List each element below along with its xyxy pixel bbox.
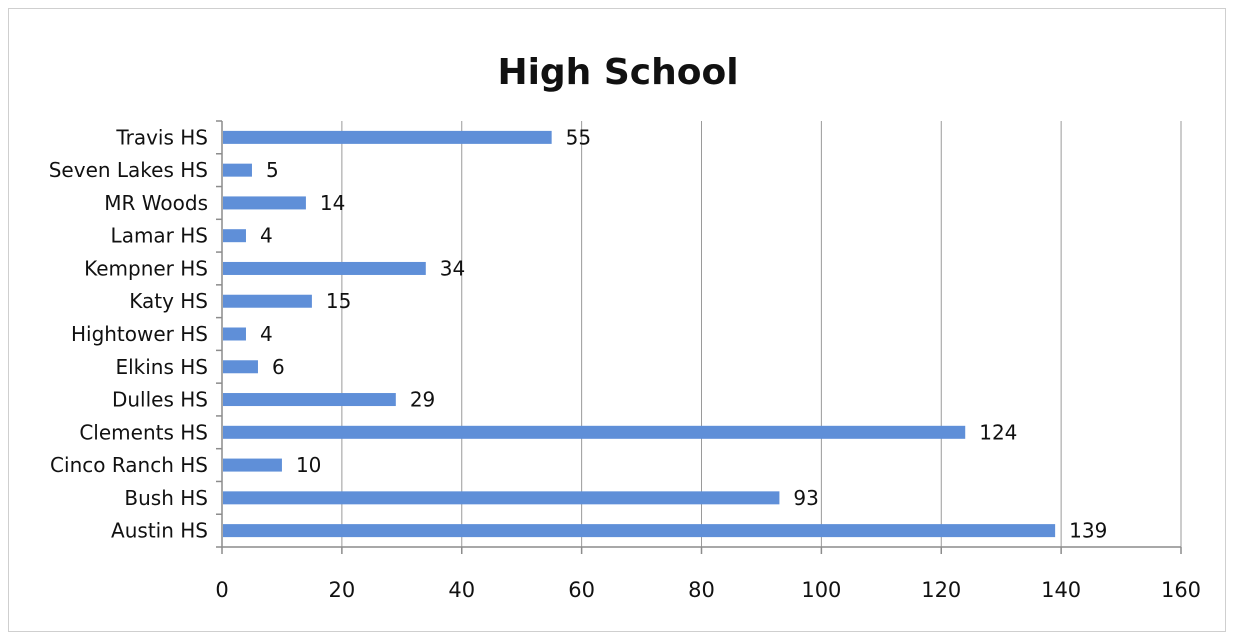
data-label: 55 bbox=[566, 125, 591, 149]
chart-title: High School bbox=[497, 52, 738, 93]
x-tick-label: 0 bbox=[215, 578, 228, 602]
data-label: 4 bbox=[260, 322, 273, 346]
chart-svg: High School 0 20 40 60 80 100 120 140 160 Travis … bbox=[49, 52, 1201, 602]
category-label: Seven Lakes HS bbox=[49, 158, 208, 182]
grid-layer bbox=[341, 121, 1182, 547]
bar-cinco-ranch-hs bbox=[223, 458, 282, 472]
data-label: 5 bbox=[266, 158, 279, 182]
x-tick-label: 160 bbox=[1161, 578, 1201, 602]
bar-seven-lakes-hs bbox=[223, 163, 252, 177]
x-tick-label: 60 bbox=[568, 578, 595, 602]
data-label: 15 bbox=[326, 289, 351, 313]
label-layer: 0 20 40 60 80 100 120 140 160 Travis HS 55 Seven La… bbox=[49, 125, 1201, 602]
data-label: 93 bbox=[793, 486, 818, 510]
bar-dulles-hs bbox=[223, 393, 396, 407]
bar-mr-woods bbox=[223, 196, 306, 210]
x-tick-label: 20 bbox=[329, 578, 356, 602]
bar-bush-hs bbox=[223, 491, 780, 505]
bar-travis-hs bbox=[223, 130, 552, 144]
axis-layer bbox=[216, 120, 1182, 554]
bar-hightower-hs bbox=[223, 327, 246, 341]
data-label: 6 bbox=[272, 355, 285, 379]
x-tick-label: 40 bbox=[448, 578, 475, 602]
category-label: Travis HS bbox=[115, 125, 208, 149]
category-label: Katy HS bbox=[129, 289, 208, 313]
bar-austin-hs bbox=[223, 524, 1056, 538]
category-label: MR Woods bbox=[104, 191, 208, 215]
bar-katy-hs bbox=[223, 294, 312, 308]
bar-elkins-hs bbox=[223, 360, 258, 374]
chart-frame: High School 0 20 40 60 80 100 120 140 160 Travis … bbox=[8, 8, 1226, 632]
x-tick-label: 140 bbox=[1041, 578, 1081, 602]
category-label: Kempner HS bbox=[84, 256, 208, 280]
x-tick-label: 100 bbox=[801, 578, 841, 602]
data-label: 14 bbox=[320, 191, 345, 215]
data-label: 10 bbox=[296, 453, 321, 477]
bar-lamar-hs bbox=[223, 229, 246, 243]
category-label: Austin HS bbox=[111, 519, 208, 543]
data-label: 124 bbox=[979, 420, 1017, 444]
data-label: 29 bbox=[410, 388, 435, 412]
category-label: Clements HS bbox=[79, 420, 208, 444]
data-label: 34 bbox=[440, 256, 465, 280]
bar-layer bbox=[223, 130, 1056, 538]
data-label: 139 bbox=[1069, 519, 1107, 543]
category-label: Bush HS bbox=[124, 486, 208, 510]
bar-clements-hs bbox=[223, 425, 966, 439]
category-label: Hightower HS bbox=[71, 322, 208, 346]
category-label: Dulles HS bbox=[112, 388, 208, 412]
category-label: Cinco Ranch HS bbox=[50, 453, 208, 477]
data-label: 4 bbox=[260, 224, 273, 248]
x-tick-label: 120 bbox=[921, 578, 961, 602]
x-tick-label: 80 bbox=[688, 578, 715, 602]
bar-kempner-hs bbox=[223, 261, 426, 275]
category-label: Elkins HS bbox=[115, 355, 208, 379]
category-label: Lamar HS bbox=[111, 224, 208, 248]
